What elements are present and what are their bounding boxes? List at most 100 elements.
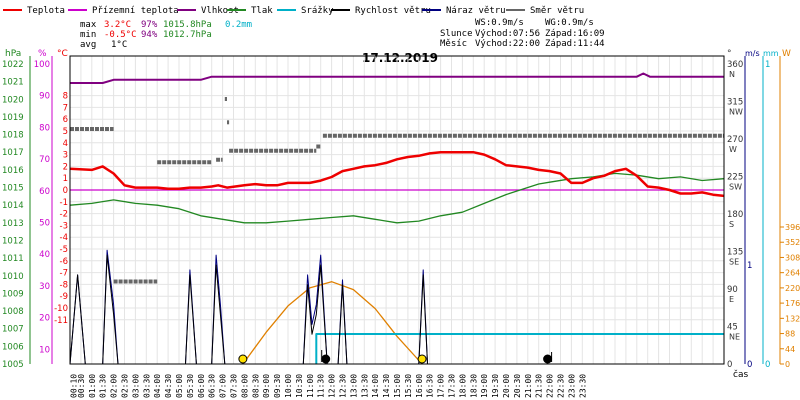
time-tick-label: 16:00 — [415, 374, 424, 398]
solar-tick-label: 220 — [785, 284, 800, 293]
pressure-tick-label: 1011 — [2, 254, 24, 264]
time-tick-label: 11:00 — [306, 374, 315, 398]
axis-headers: hPa % °C ° m/s mm W čas — [5, 49, 791, 380]
time-tick-label: 21:00 — [524, 374, 533, 398]
pressure-tick-label: 1013 — [2, 219, 24, 229]
temperature-tick-label: -2 — [60, 210, 68, 220]
pressure-tick-label: 1020 — [2, 95, 24, 105]
time-tick-label: 07:00 — [219, 374, 228, 398]
temperature-tick-label: 7 — [63, 103, 68, 113]
info-ws: WS:0.9m/s — [475, 18, 524, 28]
time-tick-label: 00:30 — [77, 374, 86, 398]
solar-tick-label: 132 — [785, 314, 800, 323]
temperature-tick-label: -11 — [54, 316, 68, 326]
solar-tick-label: 352 — [785, 238, 800, 247]
temperature-tick-label: -1 — [60, 198, 68, 208]
temperature-tick-label: -9 — [60, 292, 68, 302]
axis-unit-ms: m/s — [745, 49, 760, 58]
compass-label: W — [729, 145, 737, 154]
wind-speed-tick-label: 1 — [747, 261, 752, 271]
temperature-tick-label: 6 — [63, 115, 68, 125]
axis-unit-time: čas — [733, 369, 748, 380]
time-tick-label: 20:00 — [502, 374, 511, 398]
stats-min-hum: 94% — [141, 30, 158, 40]
compass-label: SW — [729, 183, 742, 192]
temperature-tick-label: -7 — [60, 269, 68, 279]
stats-max-press: 1015.8hPa — [163, 20, 212, 30]
info-sunset: Západ:16:09 — [545, 29, 605, 39]
time-tick-label: 23:00 — [567, 374, 576, 398]
wind-dir-tick-label: 135 — [727, 248, 743, 258]
time-tick-label: 15:30 — [404, 374, 413, 398]
moonset-marker — [321, 354, 331, 364]
wind-dir-tick-label: 180 — [727, 210, 743, 220]
temperature-tick-label: 1 — [63, 174, 68, 184]
time-tick-label: 22:30 — [557, 374, 566, 398]
solar-tick-label: 0 — [785, 360, 790, 369]
time-tick-label: 06:30 — [208, 374, 217, 398]
temperature-tick-label: -4 — [60, 233, 68, 243]
temperature-tick-label: 3 — [63, 151, 68, 161]
pressure-tick-label: 1010 — [2, 272, 24, 282]
stats-min-label: min — [80, 30, 96, 40]
time-tick-label: 18:00 — [458, 374, 467, 398]
info-wg: WG:0.9m/s — [545, 18, 594, 28]
axis-unit-deg: ° — [727, 49, 732, 59]
legend-label-tlak: Tlak — [251, 6, 273, 16]
pressure-tick-label: 1019 — [2, 113, 24, 123]
chart-title-date: 17.12.2019 — [362, 51, 438, 65]
time-tick-label: 04:30 — [164, 374, 173, 398]
time-tick-label: 01:00 — [88, 374, 97, 398]
wind-dir-tick-label: 90 — [727, 285, 738, 295]
info-sun-label: Slunce — [440, 29, 473, 39]
time-tick-label: 08:00 — [240, 374, 249, 398]
time-tick-label: 22:00 — [546, 374, 555, 398]
temperature-tick-label: -5 — [60, 245, 68, 255]
rain-tick-label: 0 — [765, 360, 770, 370]
info-moon-label: Měsíc — [440, 39, 467, 49]
pressure-tick-label: 1014 — [2, 201, 24, 211]
grid — [69, 56, 725, 364]
series-rain — [315, 333, 724, 364]
time-tick-label: 13:00 — [349, 374, 358, 398]
pressure-tick-label: 1022 — [2, 60, 24, 70]
humidity-tick-label: 40 — [39, 250, 50, 260]
time-tick-label: 03:00 — [131, 374, 140, 398]
temperature-tick-label: 0 — [63, 186, 68, 196]
stats-max-rain: 0.2mm — [225, 20, 252, 30]
legend-label-vlhkost: Vlhkost — [201, 6, 239, 16]
pressure-tick-label: 1009 — [2, 289, 24, 299]
wind-dir-tick-label: 360 — [727, 60, 743, 70]
legend-label-smer: Směr větru — [530, 6, 584, 16]
humidity-tick-label: 10 — [39, 345, 50, 355]
info-moonrise: Východ:22:00 — [475, 39, 540, 49]
temperature-tick-label: -8 — [60, 280, 68, 290]
time-tick-label: 14:00 — [371, 374, 380, 398]
compass-label: NE — [729, 333, 740, 342]
temperature-tick-label: -6 — [60, 257, 68, 267]
pressure-tick-label: 1005 — [2, 360, 24, 370]
solar-tick-label: 88 — [785, 330, 795, 339]
time-tick-label: 17:30 — [448, 374, 457, 398]
wind-dir-tick-label: 0 — [727, 360, 732, 370]
axis-unit-pct: % — [38, 49, 47, 59]
time-tick-label: 08:30 — [251, 374, 260, 398]
time-tick-label: 04:00 — [153, 374, 162, 398]
wind-dir-tick-label: 225 — [727, 173, 743, 183]
compass-label: NW — [729, 108, 743, 117]
humidity-tick-label: 80 — [39, 123, 50, 133]
time-tick-label: 12:00 — [328, 374, 337, 398]
humidity-tick-label: 30 — [39, 282, 50, 292]
wind-dir-tick-label: 45 — [727, 323, 738, 333]
time-tick-label: 09:30 — [273, 374, 282, 398]
time-tick-label: 07:30 — [230, 374, 239, 398]
right-axes: 360 315 270 225 180 135 90 45 0 N NW W SW S SE E NE 1 0 1 0 3… — [727, 56, 800, 370]
time-tick-label: 23:30 — [578, 374, 587, 398]
time-tick-label: 14:30 — [382, 374, 391, 398]
stats-avg-temp: 1°C — [111, 40, 127, 50]
time-tick-label: 18:30 — [469, 374, 478, 398]
wind-dir-tick-label: 270 — [727, 135, 743, 145]
sunset-marker — [417, 354, 427, 364]
